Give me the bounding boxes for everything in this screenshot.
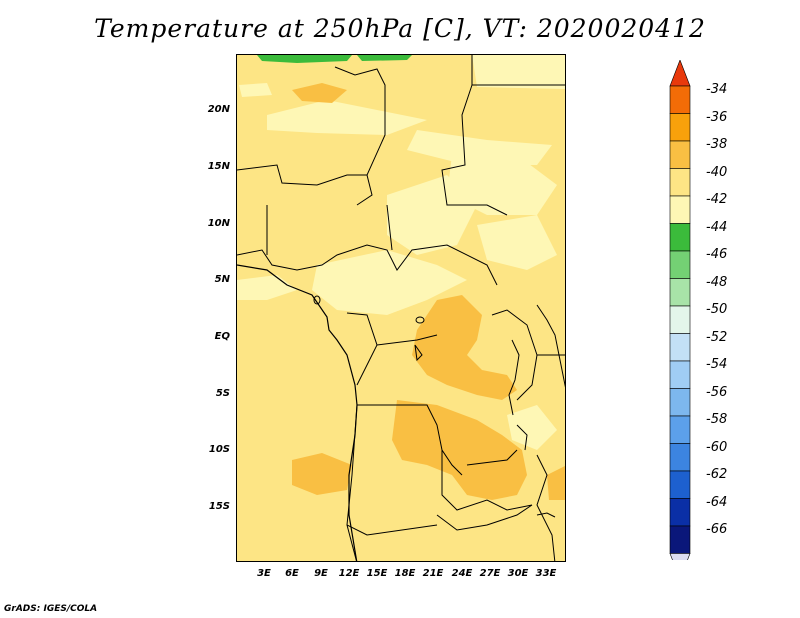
colorbar [669, 60, 691, 560]
x-tick-21e: 21E [422, 568, 444, 579]
colorbar-swatch [669, 278, 691, 307]
x-tick-6e: 6E [285, 568, 299, 579]
colorbar-label: -52 [706, 330, 728, 345]
y-tick-10n: 10N [207, 218, 230, 229]
colorbar-swatch [669, 388, 691, 417]
y-tick-20n: 20N [207, 104, 230, 115]
x-tick-3e: 3E [257, 568, 271, 579]
colorbar-label: -40 [706, 165, 728, 180]
colorbar-label: -66 [706, 522, 728, 537]
colorbar-swatch [669, 498, 691, 527]
colorbar-swatch [669, 223, 691, 252]
colorbar-swatch [669, 360, 691, 389]
colorbar-label: -34 [706, 82, 728, 97]
colorbar-label: -60 [706, 440, 728, 455]
y-tick-5s: 5S [215, 388, 230, 399]
colorbar-label: -50 [706, 302, 728, 317]
colorbar-swatch [669, 140, 691, 169]
x-tick-12e: 12E [338, 568, 360, 579]
east-coast [536, 304, 565, 388]
colorbar-swatch [669, 470, 691, 499]
field-minus-38-regions [292, 83, 565, 500]
x-tick-33e: 33E [535, 568, 557, 579]
chart-title: Temperature at 250hPa [C], VT: 202002041… [94, 14, 706, 43]
x-tick-9e: 9E [314, 568, 328, 579]
colorbar-swatch [669, 525, 691, 554]
colorbar-label: -44 [706, 220, 728, 235]
field-minus-44-regions [257, 55, 412, 63]
colorbar-label: -56 [706, 385, 728, 400]
lakes [313, 295, 556, 518]
y-tick-5n: 5N [214, 274, 230, 285]
country-borders [237, 55, 565, 561]
colorbar-swatch [669, 168, 691, 197]
colorbar-swatch [669, 333, 691, 362]
colorbar-label: -58 [706, 412, 728, 427]
colorbar-label: -38 [706, 137, 728, 152]
colorbar-swatch [669, 305, 691, 334]
x-tick-18e: 18E [394, 568, 416, 579]
colorbar-label: -46 [706, 247, 728, 262]
colorbar-top-arrow [669, 60, 691, 87]
colorbar-swatch [669, 195, 691, 224]
colorbar-label: -54 [706, 357, 728, 372]
colorbar-swatch [669, 415, 691, 444]
credit-text: GrADS: IGES/COLA [4, 604, 98, 614]
x-tick-24e: 24E [451, 568, 473, 579]
x-tick-27e: 27E [479, 568, 501, 579]
x-tick-15e: 15E [366, 568, 388, 579]
colorbar-swatch [669, 250, 691, 279]
y-tick-15s: 15S [208, 501, 230, 512]
colorbar-swatch [669, 85, 691, 114]
y-tick-eq: EQ [214, 331, 230, 342]
colorbar-label: -62 [706, 467, 728, 482]
temperature-map [237, 55, 565, 561]
map-panel [236, 54, 566, 562]
colorbar-label: -42 [706, 192, 728, 207]
y-tick-10s: 10S [208, 444, 230, 455]
colorbar-bottom-arrow [669, 553, 691, 560]
coastline [237, 264, 358, 561]
y-tick-15n: 15N [207, 161, 230, 172]
colorbar-swatch [669, 113, 691, 142]
x-tick-30e: 30E [507, 568, 529, 579]
field-minus-42-regions [237, 55, 565, 450]
colorbar-label: -48 [706, 275, 728, 290]
colorbar-swatch [669, 443, 691, 472]
colorbar-label: -36 [706, 110, 728, 125]
colorbar-label: -64 [706, 495, 728, 510]
